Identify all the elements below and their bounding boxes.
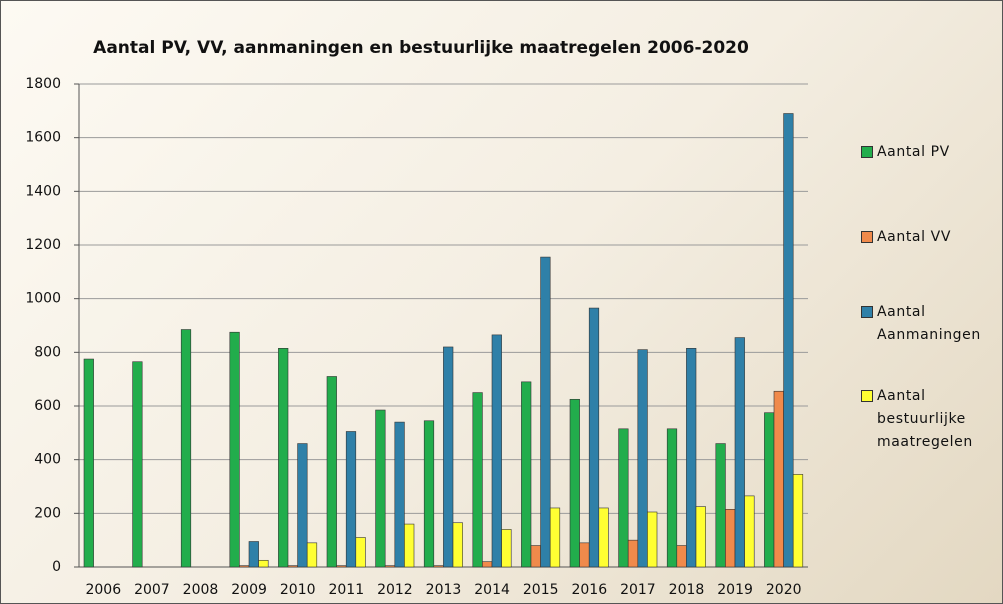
bar bbox=[676, 545, 687, 568]
x-tick-label: 2017 bbox=[620, 582, 656, 598]
bar bbox=[248, 541, 259, 568]
legend-label: Aantal VV bbox=[877, 229, 951, 245]
legend-label: Aantal bestuurlijke maatregelen bbox=[877, 388, 973, 450]
legend-swatch bbox=[861, 146, 873, 158]
y-tick-label: 200 bbox=[34, 505, 61, 521]
bar bbox=[764, 412, 775, 568]
bar bbox=[588, 307, 600, 568]
legend-swatch bbox=[861, 390, 873, 402]
y-tick-label: 1000 bbox=[25, 291, 61, 307]
legend-swatch bbox=[861, 306, 873, 318]
x-tick-label: 2016 bbox=[571, 582, 607, 598]
x-tick-label: 2008 bbox=[183, 582, 219, 598]
legend-entry: Aantal VV bbox=[861, 226, 982, 249]
bar bbox=[627, 539, 639, 568]
bar bbox=[501, 529, 512, 568]
bar bbox=[375, 409, 386, 568]
x-tick-label: 2011 bbox=[328, 582, 364, 598]
bar bbox=[132, 361, 143, 568]
bar bbox=[715, 443, 726, 568]
bar bbox=[734, 337, 745, 568]
x-tick-label: 2014 bbox=[474, 582, 510, 598]
bar bbox=[384, 565, 396, 568]
bar bbox=[472, 392, 483, 568]
bar bbox=[647, 511, 658, 568]
bar bbox=[540, 256, 551, 568]
legend-entry: Aantal bestuurlijke maatregelen bbox=[861, 385, 982, 454]
x-tick-label: 2012 bbox=[377, 582, 413, 598]
y-tick-label: 1200 bbox=[25, 237, 61, 253]
bar bbox=[579, 542, 590, 568]
bar bbox=[725, 509, 736, 568]
bar bbox=[618, 428, 629, 568]
y-tick-label: 1800 bbox=[25, 76, 61, 92]
bar bbox=[326, 376, 337, 568]
bar bbox=[491, 334, 502, 568]
x-tick-label: 2013 bbox=[426, 582, 462, 598]
legend-label: Aantal Aanmaningen bbox=[877, 304, 981, 343]
y-tick-label: 600 bbox=[34, 398, 61, 414]
bar bbox=[239, 565, 250, 568]
bar bbox=[306, 542, 318, 568]
bar bbox=[783, 113, 794, 568]
bar bbox=[695, 506, 706, 568]
bar bbox=[278, 348, 289, 568]
bar bbox=[287, 565, 298, 568]
bar bbox=[83, 358, 94, 568]
bar bbox=[443, 346, 454, 568]
x-tick-label: 2020 bbox=[766, 582, 802, 598]
bar bbox=[792, 474, 804, 568]
x-tick-label: 2006 bbox=[85, 582, 121, 598]
bar bbox=[229, 331, 240, 568]
x-tick-label: 2018 bbox=[669, 582, 705, 598]
y-tick-label: 1400 bbox=[25, 183, 61, 199]
bar bbox=[404, 523, 415, 568]
bar bbox=[452, 522, 463, 568]
legend-entry: Aantal PV bbox=[861, 141, 982, 164]
bar bbox=[598, 507, 609, 568]
x-tick-label: 2015 bbox=[523, 582, 559, 598]
bar bbox=[773, 390, 784, 568]
bar bbox=[530, 545, 541, 568]
legend-swatch bbox=[861, 231, 873, 243]
bar bbox=[258, 559, 269, 568]
bar bbox=[180, 329, 192, 568]
bar bbox=[521, 381, 532, 568]
bar bbox=[423, 420, 435, 568]
bar bbox=[297, 443, 308, 568]
bar bbox=[355, 537, 366, 568]
legend-label: Aantal PV bbox=[877, 144, 950, 160]
x-tick-label: 2007 bbox=[134, 582, 170, 598]
bar bbox=[744, 495, 755, 568]
y-tick-label: 800 bbox=[34, 344, 61, 360]
y-tick-label: 400 bbox=[34, 452, 61, 468]
bar bbox=[482, 561, 493, 568]
bar bbox=[549, 507, 561, 568]
bar bbox=[686, 348, 697, 568]
x-tick-label: 2019 bbox=[717, 582, 753, 598]
chart-title: Aantal PV, VV, aanmaningen en bestuurlij… bbox=[93, 38, 749, 58]
bar bbox=[569, 398, 580, 568]
legend-entry: Aantal Aanmaningen bbox=[861, 301, 982, 347]
bar bbox=[336, 565, 347, 568]
bar bbox=[345, 431, 357, 568]
x-tick-label: 2010 bbox=[280, 582, 316, 598]
bar bbox=[394, 421, 405, 568]
y-tick-label: 0 bbox=[52, 559, 61, 575]
bar bbox=[666, 428, 678, 568]
bar bbox=[637, 349, 648, 568]
bar bbox=[433, 565, 444, 568]
y-tick-label: 1600 bbox=[25, 130, 61, 146]
x-tick-label: 2009 bbox=[231, 582, 267, 598]
